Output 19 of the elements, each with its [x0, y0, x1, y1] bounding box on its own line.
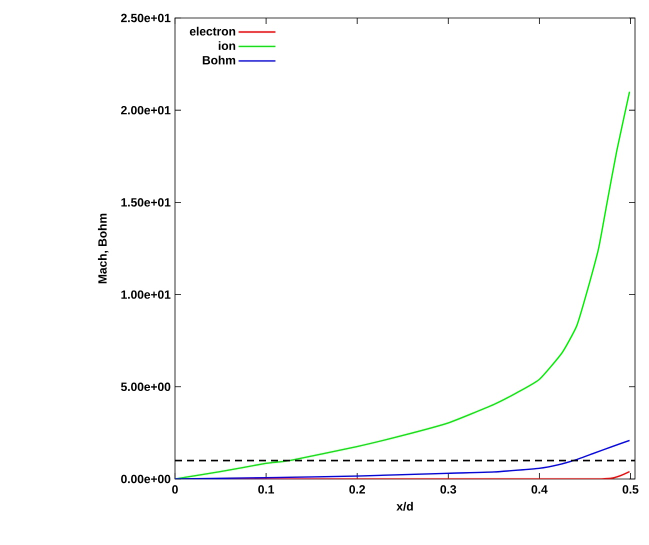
x-tick-label: 0.4	[532, 485, 548, 494]
legend-label: electron	[190, 26, 236, 36]
x-tick-label: 0.1	[258, 485, 274, 494]
y-tick-label: 1.00e+01	[121, 290, 170, 299]
x-tick-label: 0.2	[349, 485, 366, 494]
y-tick-label: 0.00e+00	[121, 474, 170, 484]
y-tick-label: 1.50e+01	[121, 198, 170, 207]
legend-label: ion	[218, 41, 236, 50]
y-axis-title: Mach, Bohm	[98, 214, 108, 284]
y-tick-label: 2.00e+01	[121, 106, 170, 114]
y-tick-label: 2.50e+01	[121, 14, 170, 22]
y-tick-label: 5.00e+00	[121, 382, 170, 392]
x-axis-title: x/d	[396, 502, 413, 511]
line-series	[175, 91, 630, 479]
x-tick-label: 0	[172, 485, 178, 494]
legend-label: Bohm	[202, 56, 236, 64]
x-tick-label: 0.5	[622, 485, 638, 494]
line-series	[175, 440, 630, 479]
x-tick-label: 0.3	[440, 485, 456, 494]
